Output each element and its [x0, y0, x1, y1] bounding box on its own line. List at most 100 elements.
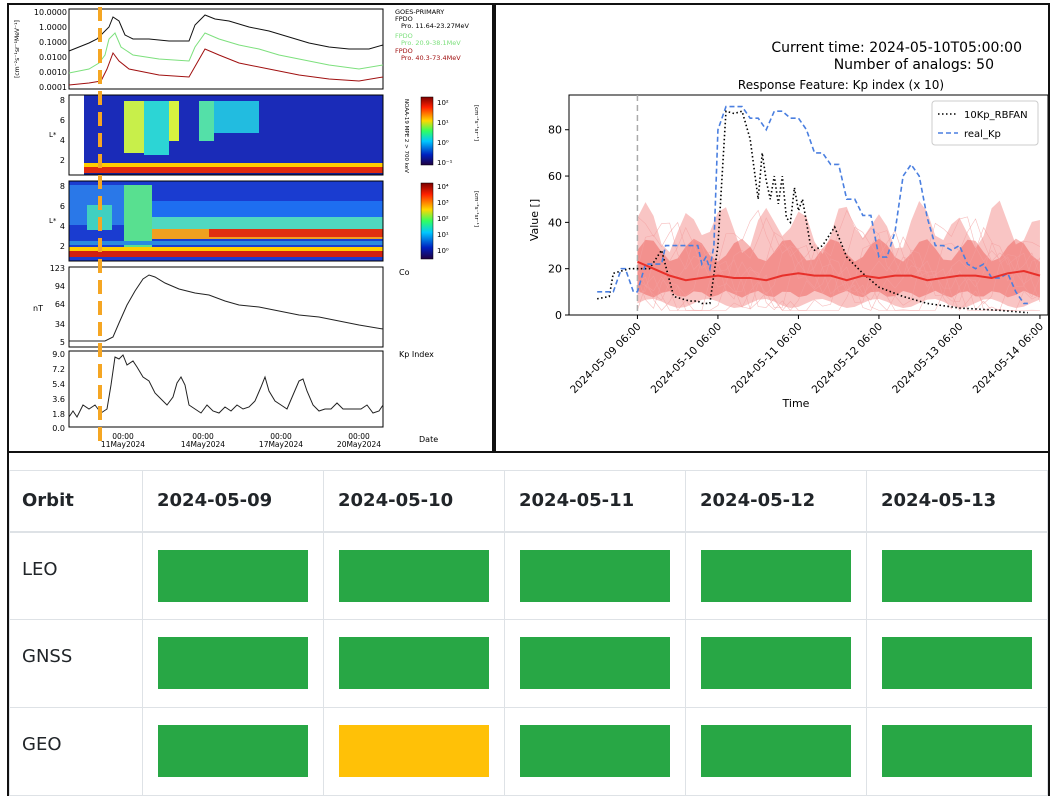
kp-ytick: 3.6 — [52, 395, 65, 404]
spectro2-cb-tick: 10⁴ — [437, 183, 449, 191]
left-xtick-time: 00:00 — [112, 432, 134, 441]
kp-label: Kp Index — [399, 350, 434, 359]
status-cell — [323, 530, 505, 620]
status-cell — [504, 619, 686, 708]
co-panel: 123 94 64 34 5 nT Co — [33, 264, 410, 348]
spectrogram-2-band — [69, 241, 383, 245]
co-ylabel: nT — [33, 304, 43, 313]
y-tick-label: 40 — [548, 216, 562, 229]
kp-ytick: 1.8 — [52, 410, 65, 419]
y-tick-label: 80 — [548, 124, 562, 137]
spectro2-cb-tick: 10³ — [437, 199, 449, 207]
y-tick-label: 20 — [548, 263, 562, 276]
co-axes — [68, 266, 384, 348]
left-xtick-time: 00:00 — [270, 432, 292, 441]
goes-series-red — [68, 48, 384, 86]
spectrogram-2-band — [69, 251, 383, 257]
status-cell — [685, 530, 867, 620]
orbit-label: LEO — [9, 530, 143, 620]
left-xtick-date: 17May2024 — [259, 440, 303, 449]
analog-trace — [637, 217, 1041, 289]
column-header-date: 2024-05-09 — [142, 470, 324, 532]
column-header-date: 2024-05-10 — [323, 470, 505, 532]
status-indicator — [520, 725, 670, 777]
status-indicator — [701, 637, 851, 689]
goes-ylabel: [cm⁻²s⁻¹sr⁻¹MeV⁻¹] — [14, 20, 21, 78]
legend-label-rbfan: 10Kp_RBFAN — [964, 110, 1028, 121]
column-header-date: 2024-05-11 — [504, 470, 686, 532]
y-tick-label: 0 — [555, 309, 562, 322]
status-indicator — [339, 637, 489, 689]
spectro1-ytick: 8 — [60, 96, 65, 105]
left-xtick-time: 00:00 — [348, 432, 370, 441]
status-cell — [685, 707, 867, 796]
spectro2-cb-tick: 10⁰ — [437, 247, 449, 255]
spectro2-cb-label: [cm⁻²s⁻¹sr⁻¹] — [473, 191, 480, 227]
space-weather-panel: 10.0000 1.0000 0.1000 0.0100 0.0010 0.00… — [7, 3, 494, 453]
column-header-date: 2024-05-12 — [685, 470, 867, 532]
goes-legend-green: Pro. 20.9-38.1MeV — [401, 39, 461, 47]
spectro1-cb-tick: 10¹ — [437, 119, 449, 127]
goes-legend-fpdo: FPDO — [395, 32, 413, 40]
spectro2-ytick: 6 — [60, 202, 65, 211]
kp-ytick: 7.2 — [52, 365, 65, 374]
status-indicator — [520, 637, 670, 689]
space-weather-figure: 10.0000 1.0000 0.1000 0.0100 0.0010 0.00… — [14, 7, 480, 449]
spectro2-ytick: 2 — [60, 242, 65, 251]
goes-ytick: 10.0000 — [34, 8, 67, 17]
spectro1-cb-tick: 10² — [437, 99, 449, 107]
spectrogram-1-band — [84, 163, 383, 167]
status-cell — [685, 619, 867, 708]
kp-yticks: 9.0 7.2 5.4 3.6 1.8 0.0 — [52, 350, 65, 433]
goes-series-black — [68, 14, 384, 52]
spectrogram-1-band — [84, 167, 383, 173]
chart-title-line1: Current time: 2024-05-10T05:00:00 — [771, 40, 1022, 56]
spectro1-ylabel: L* — [49, 131, 57, 139]
spectro1-cb-label: [cm⁻²s⁻¹sr⁻¹] — [473, 105, 480, 141]
orbit-label: GEO — [9, 707, 143, 796]
left-xtick-time: 00:00 — [192, 432, 214, 441]
goes-legend-black: Pro. 11.64-23.27MeV — [401, 22, 469, 30]
status-indicator — [158, 549, 308, 602]
spectrogram-1-burst — [124, 101, 144, 153]
left-xtick-date: 14May2024 — [181, 440, 225, 449]
spectrogram-1-band — [84, 173, 383, 175]
status-cell — [142, 707, 324, 796]
kp-ytick: 0.0 — [52, 424, 65, 433]
spectrogram-2-burst — [124, 185, 152, 247]
spectro2-ytick: 8 — [60, 182, 65, 191]
goes-ytick: 0.0010 — [39, 68, 67, 77]
x-axis-label: Time — [782, 397, 810, 410]
analog-trace — [637, 247, 1041, 311]
spectro2-colorbar-ticks: 10⁴ 10³ 10² 10¹ 10⁰ — [437, 183, 449, 255]
goes-ytick: 0.0001 — [39, 83, 67, 92]
x-tick-label: 2024-05-09 06:00 — [568, 321, 643, 396]
status-cell — [866, 707, 1048, 796]
status-indicator — [339, 725, 489, 777]
spectro1-cb-tick: 10⁰ — [437, 139, 449, 147]
spectro1-side-label: NOAA-19 MPE 2 > 700 keV — [403, 99, 409, 173]
status-indicator — [158, 725, 308, 777]
spectrogram-1-burst — [169, 101, 179, 141]
status-cell — [504, 707, 686, 796]
left-xticks: 00:00 11May2024 00:00 14May2024 00:00 17… — [101, 432, 381, 449]
kp-ytick: 9.0 — [52, 350, 65, 359]
status-indicator — [882, 725, 1032, 777]
goes-legend-fpdo: FPDO — [395, 15, 413, 23]
column-header-date: 2024-05-13 — [866, 470, 1048, 532]
analog-trace — [637, 236, 1041, 310]
status-indicator — [882, 637, 1032, 689]
spectrogram-1-yticks: 8 6 4 2 — [60, 96, 65, 165]
status-cell — [142, 530, 324, 620]
kp-ytick: 5.4 — [52, 380, 65, 389]
goes-legend-title: GOES-PRIMARY — [395, 8, 444, 16]
x-tick-label: 2024-05-12 06:00 — [810, 321, 885, 396]
status-cell — [142, 619, 324, 708]
x-tick-label: 2024-05-13 06:00 — [890, 321, 965, 396]
table-row: LEO — [9, 530, 1048, 620]
goes-axes — [68, 8, 384, 90]
status-indicator — [339, 549, 489, 602]
status-indicator — [701, 725, 851, 777]
status-cell — [323, 707, 505, 796]
spectrogram-1-burst — [144, 101, 169, 155]
